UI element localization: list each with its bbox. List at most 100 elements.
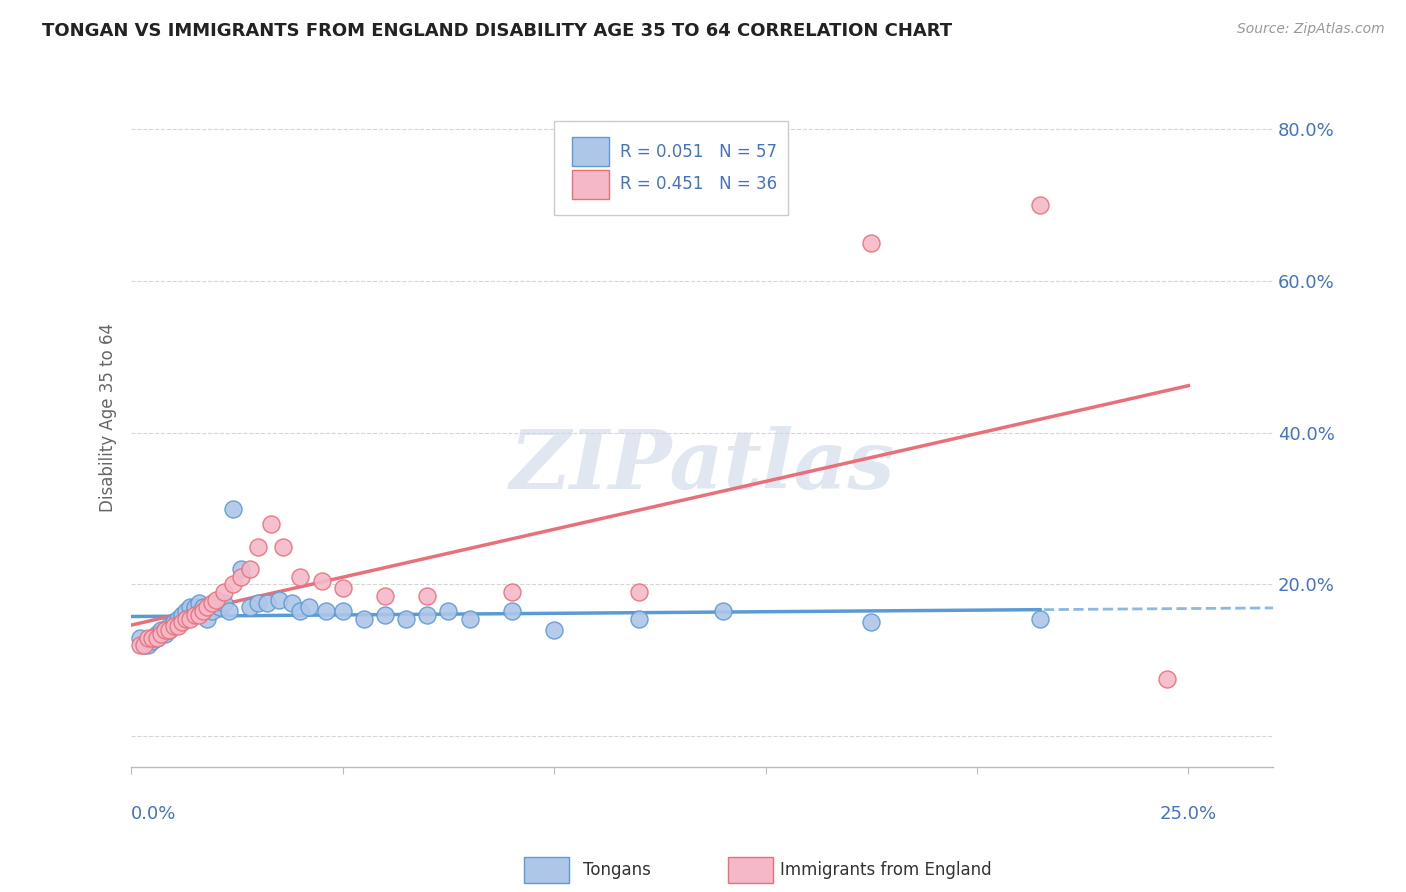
Point bbox=[290, 604, 312, 618]
Point bbox=[136, 631, 159, 645]
Point bbox=[332, 582, 354, 596]
FancyBboxPatch shape bbox=[572, 137, 609, 166]
Point bbox=[1029, 198, 1052, 212]
Point bbox=[149, 627, 172, 641]
Point bbox=[191, 600, 214, 615]
Point bbox=[162, 615, 184, 630]
Point bbox=[290, 570, 312, 584]
Point bbox=[281, 597, 304, 611]
Point bbox=[298, 600, 321, 615]
Point bbox=[153, 623, 176, 637]
Point bbox=[332, 604, 354, 618]
Point bbox=[145, 631, 167, 645]
Point bbox=[132, 638, 155, 652]
Point bbox=[141, 631, 163, 645]
Point bbox=[141, 631, 163, 645]
FancyBboxPatch shape bbox=[554, 121, 787, 215]
Point bbox=[153, 623, 176, 637]
Point bbox=[157, 619, 180, 633]
Point bbox=[132, 638, 155, 652]
Point bbox=[239, 600, 262, 615]
Point bbox=[222, 501, 245, 516]
Point bbox=[395, 612, 418, 626]
Point bbox=[174, 612, 197, 626]
Point bbox=[128, 638, 150, 652]
Point bbox=[416, 589, 439, 603]
Point bbox=[209, 600, 232, 615]
Point bbox=[860, 615, 883, 630]
Point bbox=[128, 631, 150, 645]
Point bbox=[170, 615, 193, 630]
Text: TONGAN VS IMMIGRANTS FROM ENGLAND DISABILITY AGE 35 TO 64 CORRELATION CHART: TONGAN VS IMMIGRANTS FROM ENGLAND DISABI… bbox=[42, 22, 952, 40]
Point bbox=[437, 604, 460, 618]
Point bbox=[627, 612, 650, 626]
Point bbox=[627, 585, 650, 599]
Point bbox=[174, 604, 197, 618]
Point bbox=[200, 597, 222, 611]
Point bbox=[214, 597, 236, 611]
Point bbox=[231, 562, 253, 576]
Point bbox=[179, 607, 201, 622]
Point bbox=[149, 627, 172, 641]
Point bbox=[174, 612, 197, 626]
Point bbox=[187, 597, 209, 611]
Point bbox=[205, 597, 228, 611]
Point bbox=[1156, 673, 1178, 687]
Point bbox=[239, 562, 262, 576]
Point bbox=[711, 604, 734, 618]
Point bbox=[260, 516, 283, 531]
Point bbox=[543, 623, 565, 637]
Point bbox=[315, 604, 337, 618]
FancyBboxPatch shape bbox=[572, 169, 609, 199]
Point bbox=[141, 634, 163, 648]
Point bbox=[374, 607, 396, 622]
Point bbox=[157, 623, 180, 637]
Point bbox=[166, 615, 188, 630]
Point bbox=[162, 619, 184, 633]
Point bbox=[269, 592, 291, 607]
Point bbox=[179, 600, 201, 615]
Point bbox=[183, 600, 205, 615]
Point bbox=[256, 597, 278, 611]
Point bbox=[353, 612, 375, 626]
Point bbox=[247, 597, 270, 611]
Text: Tongans: Tongans bbox=[583, 861, 651, 879]
Point bbox=[183, 604, 205, 618]
Point bbox=[157, 623, 180, 637]
Point bbox=[162, 619, 184, 633]
Point bbox=[1029, 612, 1052, 626]
Point bbox=[195, 600, 218, 615]
Point bbox=[501, 585, 523, 599]
Text: Immigrants from England: Immigrants from England bbox=[780, 861, 993, 879]
Point bbox=[187, 604, 209, 618]
Point bbox=[222, 577, 245, 591]
Point bbox=[200, 604, 222, 618]
Point bbox=[183, 607, 205, 622]
Point bbox=[153, 627, 176, 641]
Point bbox=[231, 570, 253, 584]
Point bbox=[179, 612, 201, 626]
Point bbox=[214, 585, 236, 599]
Point bbox=[458, 612, 481, 626]
Point bbox=[311, 574, 333, 588]
Point bbox=[860, 235, 883, 250]
Point bbox=[149, 623, 172, 637]
Point bbox=[247, 540, 270, 554]
Point bbox=[145, 627, 167, 641]
Text: 0.0%: 0.0% bbox=[131, 805, 177, 823]
Y-axis label: Disability Age 35 to 64: Disability Age 35 to 64 bbox=[100, 323, 117, 512]
Point bbox=[416, 607, 439, 622]
Point bbox=[374, 589, 396, 603]
Point bbox=[170, 607, 193, 622]
Text: R = 0.051   N = 57: R = 0.051 N = 57 bbox=[620, 143, 778, 161]
Point bbox=[145, 631, 167, 645]
Point bbox=[501, 604, 523, 618]
Point bbox=[191, 604, 214, 618]
Point bbox=[166, 619, 188, 633]
Point bbox=[136, 638, 159, 652]
Point bbox=[187, 607, 209, 622]
Point bbox=[218, 604, 240, 618]
Point bbox=[205, 592, 228, 607]
Text: R = 0.451   N = 36: R = 0.451 N = 36 bbox=[620, 176, 778, 194]
Text: 25.0%: 25.0% bbox=[1160, 805, 1218, 823]
